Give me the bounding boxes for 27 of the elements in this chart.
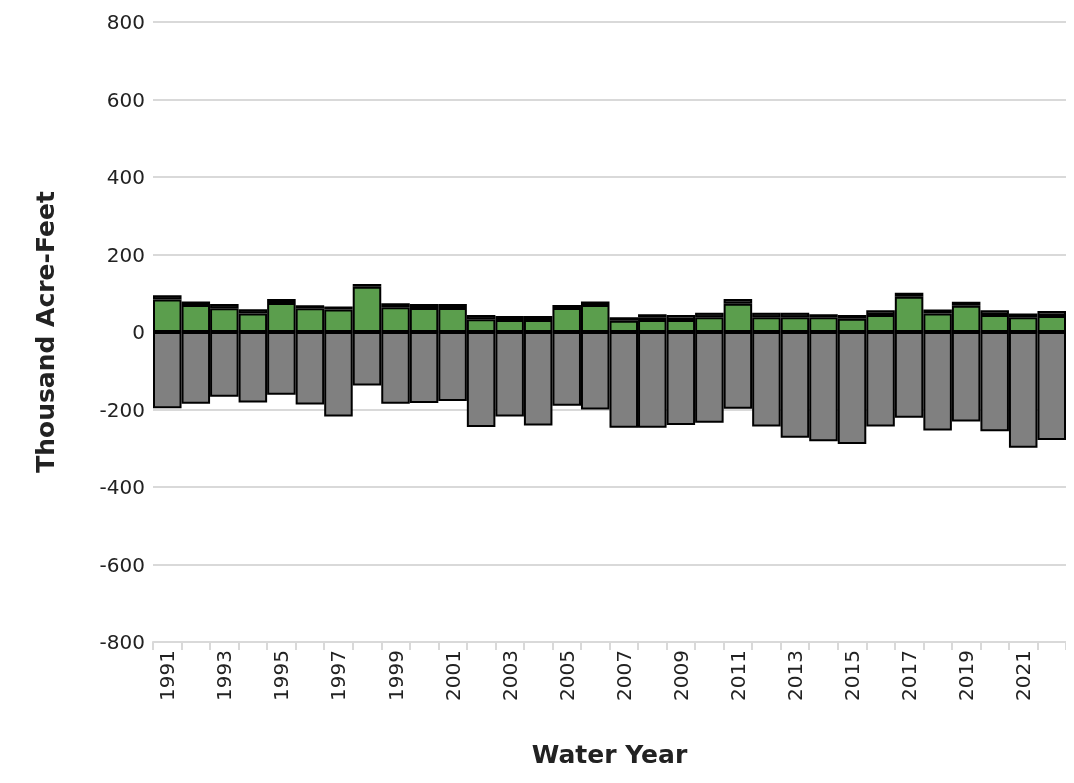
x-tick-label: 1997 — [326, 650, 351, 701]
x-tick-label: 2003 — [497, 650, 522, 701]
x-tick-label: 2019 — [954, 650, 979, 701]
y-tick-label: 800 — [106, 10, 145, 34]
y-tick-label: -800 — [99, 630, 145, 654]
x-tick-label: 2001 — [440, 650, 465, 701]
y-tick-label: 200 — [106, 242, 145, 267]
x-tick-label: 2021 — [1011, 650, 1036, 701]
x-tick-label: 2011 — [725, 650, 750, 701]
x-tick-label: 1993 — [212, 650, 237, 701]
x-tick-label: 1991 — [155, 650, 180, 701]
x-tick-label: 2007 — [611, 650, 636, 701]
x-tick-label: 2009 — [668, 650, 693, 701]
y-tick-label: -200 — [99, 397, 145, 422]
x-tick-label: 2015 — [840, 650, 865, 701]
x-tick-label: 1999 — [383, 650, 408, 701]
y-axis-title: Thousand Acre-Feet — [31, 191, 60, 473]
x-tick-label: 2013 — [782, 650, 807, 701]
x-axis-title: Water Year — [531, 740, 688, 769]
y-tick-label: 400 — [106, 165, 145, 189]
y-tick-label: 600 — [106, 87, 145, 112]
x-tick-label: 2005 — [554, 650, 579, 701]
y-tick-label: 0 — [132, 320, 145, 344]
x-tick-label: 1995 — [269, 650, 294, 701]
y-tick-label: -400 — [99, 475, 145, 499]
y-tick-label: -600 — [99, 552, 145, 577]
x-tick-label: 2017 — [897, 650, 922, 701]
